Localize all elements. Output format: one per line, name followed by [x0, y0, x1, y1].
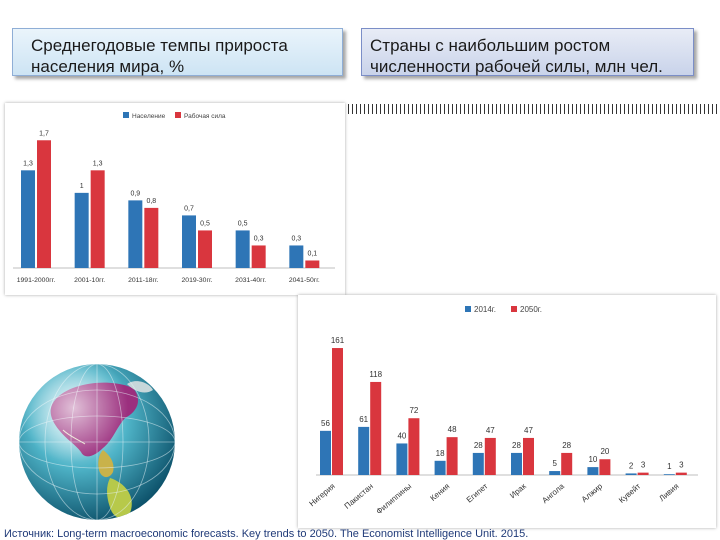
bar-series1	[21, 170, 35, 268]
data-label: 0,7	[184, 205, 194, 212]
category-label: Нигерия	[307, 482, 336, 509]
data-label: 0,3	[291, 235, 301, 242]
legend-swatch-0	[123, 112, 129, 118]
category-label: 1991-2000гг.	[17, 277, 56, 284]
category-label: Филиппины	[374, 481, 413, 516]
data-label: 40	[397, 431, 406, 440]
legend-label-0: 2014г.	[474, 305, 496, 314]
bar-series1	[396, 443, 408, 475]
bar-series1	[511, 452, 522, 475]
legend-swatch-0	[465, 306, 471, 312]
bar-series2	[198, 230, 212, 268]
bar-series2	[408, 418, 420, 475]
bar-series2	[144, 207, 159, 268]
category-label: Пакистан	[343, 482, 375, 511]
data-label: 0,5	[238, 220, 248, 227]
bar-series1	[358, 426, 370, 475]
labor-force-chart-svg: 2014г. 2050г.56161Нигерия61118Пакистан407…	[307, 305, 698, 516]
decorative-hatch-strip	[348, 104, 720, 114]
bar-series1	[182, 215, 196, 268]
category-label: 2019-30гг.	[182, 277, 213, 284]
bar-series2	[484, 437, 496, 475]
category-label: Ливия	[657, 482, 680, 504]
category-label: Ирак	[508, 481, 528, 500]
category-label: 2041-50гг.	[289, 277, 320, 284]
data-label: 1	[80, 183, 84, 190]
data-label: 1,3	[23, 160, 33, 167]
bar-series2	[523, 437, 534, 475]
population-growth-chart: Население Рабочая сила 1,3 1,7 1991-2000гг. 1…	[5, 103, 345, 295]
data-label: 72	[409, 406, 418, 415]
bar-series1	[549, 471, 561, 475]
data-label: 5	[552, 459, 557, 468]
population-growth-chart-svg: Население Рабочая сила 1,3 1,7 1991-2000гг. 1…	[13, 112, 335, 284]
data-label: 118	[369, 370, 382, 379]
source-note: Источник: Long-term macroeconomic foreca…	[4, 528, 529, 540]
category-label: Ангола	[540, 481, 566, 505]
bar-series2	[332, 348, 343, 475]
data-label: 61	[359, 415, 368, 424]
category-label: Алжир	[580, 481, 605, 504]
right-title: Страны с наибольшим ростом численности р…	[361, 28, 694, 76]
category-label: Египет	[465, 481, 490, 504]
data-label: 161	[331, 336, 345, 345]
bar-series1	[625, 473, 637, 475]
data-label: 1,7	[39, 130, 49, 137]
data-label: 48	[448, 425, 457, 434]
bar-series2	[637, 472, 649, 475]
legend-label-1: Рабочая сила	[184, 112, 226, 120]
data-label: 20	[600, 447, 609, 456]
bar-series1	[320, 430, 331, 475]
bar-series2	[370, 381, 382, 475]
bar-series1	[663, 474, 675, 475]
bar-series2	[446, 437, 458, 475]
legend-swatch-1	[511, 306, 517, 312]
data-label: 2	[629, 461, 634, 470]
bar-series2	[675, 472, 687, 475]
data-label: 10	[588, 455, 597, 464]
data-label: 28	[562, 441, 571, 450]
bar-series2	[305, 260, 320, 268]
data-label: 47	[486, 426, 495, 435]
data-label: 0,9	[130, 190, 140, 197]
globe-image	[19, 364, 175, 520]
bar-series2	[561, 452, 573, 475]
bar-series2	[599, 459, 611, 475]
legend-label-1: 2050г.	[520, 305, 542, 314]
data-label: 47	[524, 426, 533, 435]
category-label: Кения	[428, 482, 451, 503]
bar-series1	[235, 230, 250, 268]
labor-force-chart: 2014г. 2050г. 56 161 Нигерия 61 118 Пакистан 40 7…	[298, 295, 716, 528]
data-label: 0,1	[307, 250, 317, 257]
legend-swatch-1	[175, 112, 181, 118]
data-label: 28	[474, 441, 483, 450]
data-label: 0,8	[146, 198, 156, 205]
bar-series2	[90, 170, 105, 268]
bar-series1	[434, 460, 446, 475]
bar-series1	[128, 200, 143, 268]
category-label: Кувейт	[617, 481, 643, 504]
bar-series2	[251, 245, 266, 268]
category-label: 2011-18гг.	[128, 277, 159, 284]
category-label: 2031-40гг.	[235, 277, 266, 284]
bar-series1	[587, 467, 599, 475]
data-label: 3	[641, 461, 646, 470]
bar-series1	[289, 245, 304, 268]
data-label: 3	[679, 461, 684, 470]
category-label: 2001-10гг.	[74, 277, 105, 284]
data-label: 0,3	[254, 235, 264, 242]
data-label: 1	[667, 462, 672, 471]
data-label: 56	[321, 419, 330, 428]
bar-series1	[472, 452, 484, 475]
data-label: 1,3	[93, 160, 103, 167]
bar-series1	[74, 192, 89, 268]
bar-series2	[37, 140, 51, 268]
data-label: 18	[436, 449, 445, 458]
legend-label-0: Население	[132, 113, 166, 120]
data-label: 28	[512, 441, 521, 450]
data-label: 0,5	[200, 220, 210, 227]
left-title: Среднегодовые темпы прироста населения м…	[12, 28, 343, 76]
